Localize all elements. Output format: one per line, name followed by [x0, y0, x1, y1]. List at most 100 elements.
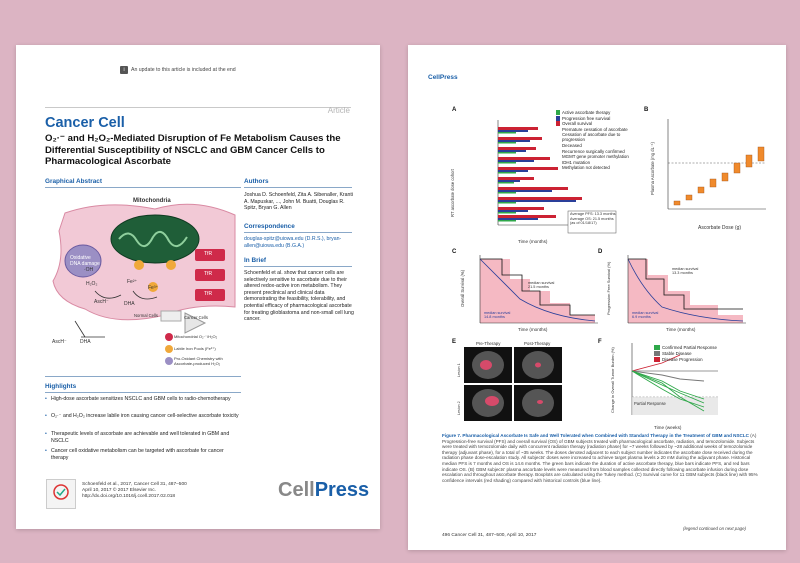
article-type-label: Article: [327, 106, 350, 115]
in-brief-heading: In Brief: [244, 257, 267, 264]
panel-label-d: D: [598, 249, 603, 255]
ga-mitochondria-label: Mitochondria: [133, 198, 171, 204]
panel-c-historical-median: median survival 14.8 months: [484, 311, 511, 320]
in-brief-text: Schoenfeld et al. show that cancer cells…: [244, 270, 354, 323]
panel-e-row-2: Lesion 2: [457, 401, 461, 415]
logo-part-cell: Cell: [278, 479, 315, 501]
legend-item-os: Overall survival: [556, 121, 644, 127]
highlight-item: Cancer cell oxidative metabolism can be …: [45, 448, 241, 461]
panel-d-current-median: median survival 13.3 months: [672, 267, 699, 276]
correspondence-divider: [244, 232, 352, 233]
correspondence-emails[interactable]: douglas-spitz@uiowa.edu (D.R.S.), bryan-…: [244, 236, 342, 249]
panel-f-xlabel: Time (weeks): [654, 425, 682, 430]
panel-c-survival-curve: [479, 255, 598, 324]
panel-d-xlabel: Time (months): [666, 327, 696, 332]
legend-partial-response: Confirmed Partial Response: [654, 345, 717, 350]
ga-dha-label-2: DHA: [80, 339, 91, 345]
ga-asch-label: AscH⁻: [94, 299, 109, 305]
highlights-heading: Highlights: [45, 383, 77, 390]
panel-d-pfs-curve: [627, 255, 746, 324]
graphical-abstract-figure: [52, 203, 236, 365]
authors-heading: Authors: [244, 178, 269, 185]
figure-caption: Figure 7. Pharmacological Ascorbate Is S…: [442, 433, 760, 483]
mri-pre-lesion2: [464, 385, 512, 421]
update-notice[interactable]: i An update to this article is included a…: [120, 66, 236, 74]
panel-f-legend: Confirmed Partial Response Stable Diseas…: [654, 345, 717, 362]
page-footer: 496 Cancer Cell 31, 487–500, April 10, 2…: [442, 533, 537, 538]
mri-post-lesion1: [514, 347, 562, 383]
panel-e-col-post: Post-Therapy: [524, 341, 551, 346]
panel-label-c: C: [452, 249, 457, 255]
panel-f-tumor-burden: [631, 343, 718, 415]
cellpress-header-logo: CellPress: [428, 74, 458, 81]
panel-c-current-median: median survival 21.5 months: [528, 281, 555, 290]
panel-label-b: B: [644, 107, 649, 113]
article-figure-page: CellPress A RT ascorbate dose cohort Tim…: [408, 45, 786, 550]
panel-c-ylabel: Overall Survival (%): [460, 270, 465, 307]
legend-item-methylation: Methylation not detected: [562, 165, 610, 171]
caption-heading: Figure 7. Pharmacological Ascorbate Is S…: [442, 433, 749, 438]
ga-legend-lip: Labile Iron Pools (Fe²⁺): [174, 346, 216, 351]
ga-divider: [45, 187, 241, 188]
update-icon: i: [120, 66, 128, 74]
panel-b-ylabel: Plasma Ascorbate (mg dL⁻¹): [650, 142, 655, 195]
authors-divider: [244, 187, 352, 188]
panel-b-xlabel: Ascorbate Dose (g): [698, 225, 742, 231]
panel-label-e: E: [452, 339, 457, 345]
panel-f-ylabel: Change in Overall Tumor Burden (%): [610, 347, 615, 413]
crossmark-logo[interactable]: [46, 479, 76, 509]
ga-oh-label: ·OH: [84, 267, 94, 273]
article-first-page: i An update to this article is included a…: [16, 45, 380, 529]
ga-dha-label: DHA: [124, 301, 135, 307]
ga-asch-label-2: AscH⁻: [52, 339, 67, 345]
panel-e-row-1: Lesion 1: [457, 363, 461, 377]
highlight-item: O₂·⁻ and H₂O₂ increase labile iron causi…: [45, 413, 241, 420]
mri-post-lesion2: [514, 385, 562, 421]
article-title: O₂·⁻ and H₂O₂-Mediated Disruption of Fe …: [45, 133, 341, 167]
ga-tfr-label-1: TfR: [204, 251, 213, 257]
citation-block: Schoenfeld et al., 2017, Cancer Cell 31,…: [82, 482, 187, 500]
ga-normal-cells-label: Normal Cells: [134, 313, 158, 318]
legend-item-recurrence: Recurrence surgically confirmed: [562, 148, 625, 154]
nucleus-shape: [64, 244, 102, 278]
legend-continued-note: (legend continued on next page): [683, 526, 746, 531]
legend-item-active: Active ascorbate therapy: [556, 110, 644, 115]
panel-b-boxplot: [667, 119, 766, 210]
authors-list: Joshua D. Schoenfeld, Zita A. Sibenaller…: [244, 192, 353, 212]
in-brief-divider: [244, 266, 352, 267]
panel-d-historical-median: median survival 6.9 months: [632, 311, 659, 320]
highlight-item: Therapeutic levels of ascorbate are achi…: [45, 431, 241, 444]
ga-legend-mito: Mitochondrial O₂·⁻/H₂O₂: [174, 334, 218, 339]
logo-part-press: Press: [314, 479, 370, 501]
panel-d-ylabel: Progression Free Survival (%): [606, 261, 611, 315]
legend-item-pfs: Progression free survival: [556, 115, 644, 121]
legend-item-idh1: IDH1 mutation: [562, 159, 591, 165]
ga-fe3-label: Fe³⁺: [148, 285, 159, 291]
panel-a-legend: Active ascorbate therapy Progression fre…: [556, 110, 644, 170]
panel-label-a: A: [452, 107, 457, 113]
panel-a-ylabel: RT ascorbate dose cohort: [450, 168, 455, 217]
ga-tfr-label-3: TfR: [204, 291, 213, 297]
legend-item-cessation: Cessation of ascorbate due to progressio…: [562, 132, 621, 143]
update-notice-text: An update to this article is included at…: [131, 67, 236, 73]
legend-item-premature: Premature cessation of ascorbate: [562, 126, 628, 132]
legend-disease-progression: Disease Progression: [654, 357, 717, 362]
legend-stable-disease: Stable Disease: [654, 351, 717, 356]
caption-body: (A) Progression-free survival (PFS) and …: [442, 433, 758, 483]
panel-a-xlabel: Time (months): [518, 239, 548, 244]
ga-oxidative-label: Oxidative DNA damage: [70, 255, 100, 267]
highlight-item: High-dose ascorbate sensitizes NSCLC and…: [45, 396, 241, 403]
ga-tfr-label-2: TfR: [204, 271, 213, 277]
journal-name: Cancer Cell: [45, 115, 125, 131]
ga-legend-pro: Pro-Oxidant Chemistry with Ascorbate-pro…: [174, 356, 223, 366]
legend-item-deceased: Deceased: [562, 142, 582, 148]
mri-pre-lesion1: [464, 347, 512, 383]
panel-a-swimmer-plot: [497, 120, 617, 234]
cellpress-footer-logo: CellPress: [278, 479, 369, 502]
crossmark-icon: [53, 484, 69, 500]
panel-f-partial-label: Partial Response: [634, 401, 666, 406]
panel-e-col-pre: Pre-Therapy: [476, 341, 501, 346]
header-divider: [45, 107, 351, 108]
citation-text: Schoenfeld et al., 2017, Cancer Cell 31,…: [82, 482, 187, 499]
panel-c-xlabel: Time (months): [518, 327, 548, 332]
